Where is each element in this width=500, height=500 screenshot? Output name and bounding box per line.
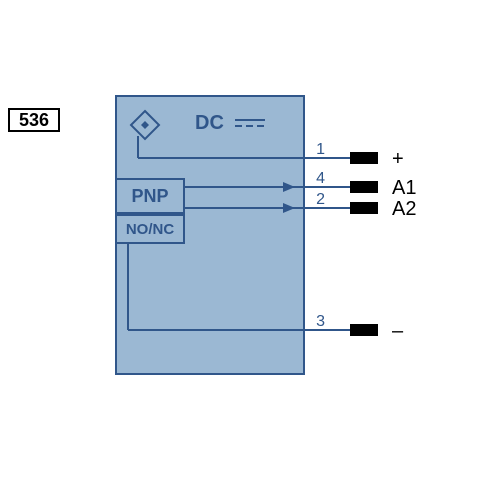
wire-4-number: 4	[316, 170, 325, 187]
wire-2-number: 2	[316, 191, 325, 208]
reference-number: 536	[19, 110, 49, 131]
nonc-text: NO/NC	[126, 221, 174, 238]
reference-number-box: 536	[8, 108, 60, 132]
terminal-2	[350, 202, 378, 214]
terminal-3-label: –	[392, 320, 404, 342]
pnp-text: PNP	[131, 186, 168, 207]
terminal-4	[350, 181, 378, 193]
pnp-box: PNP	[115, 178, 185, 214]
nonc-box: NO/NC	[115, 214, 185, 244]
wire-1-number: 1	[316, 141, 325, 158]
wiring-diagram: 536 DC PNP NO/NC 1 +4 A1 2 A2 3 –	[0, 0, 500, 500]
terminal-2-label: A2	[392, 198, 416, 220]
terminal-1	[350, 152, 378, 164]
dc-label: DC	[195, 112, 224, 135]
terminal-4-label: A1	[392, 177, 416, 199]
terminal-3	[350, 324, 378, 336]
wire-3-number: 3	[316, 313, 325, 330]
terminal-1-label: +	[392, 148, 404, 170]
